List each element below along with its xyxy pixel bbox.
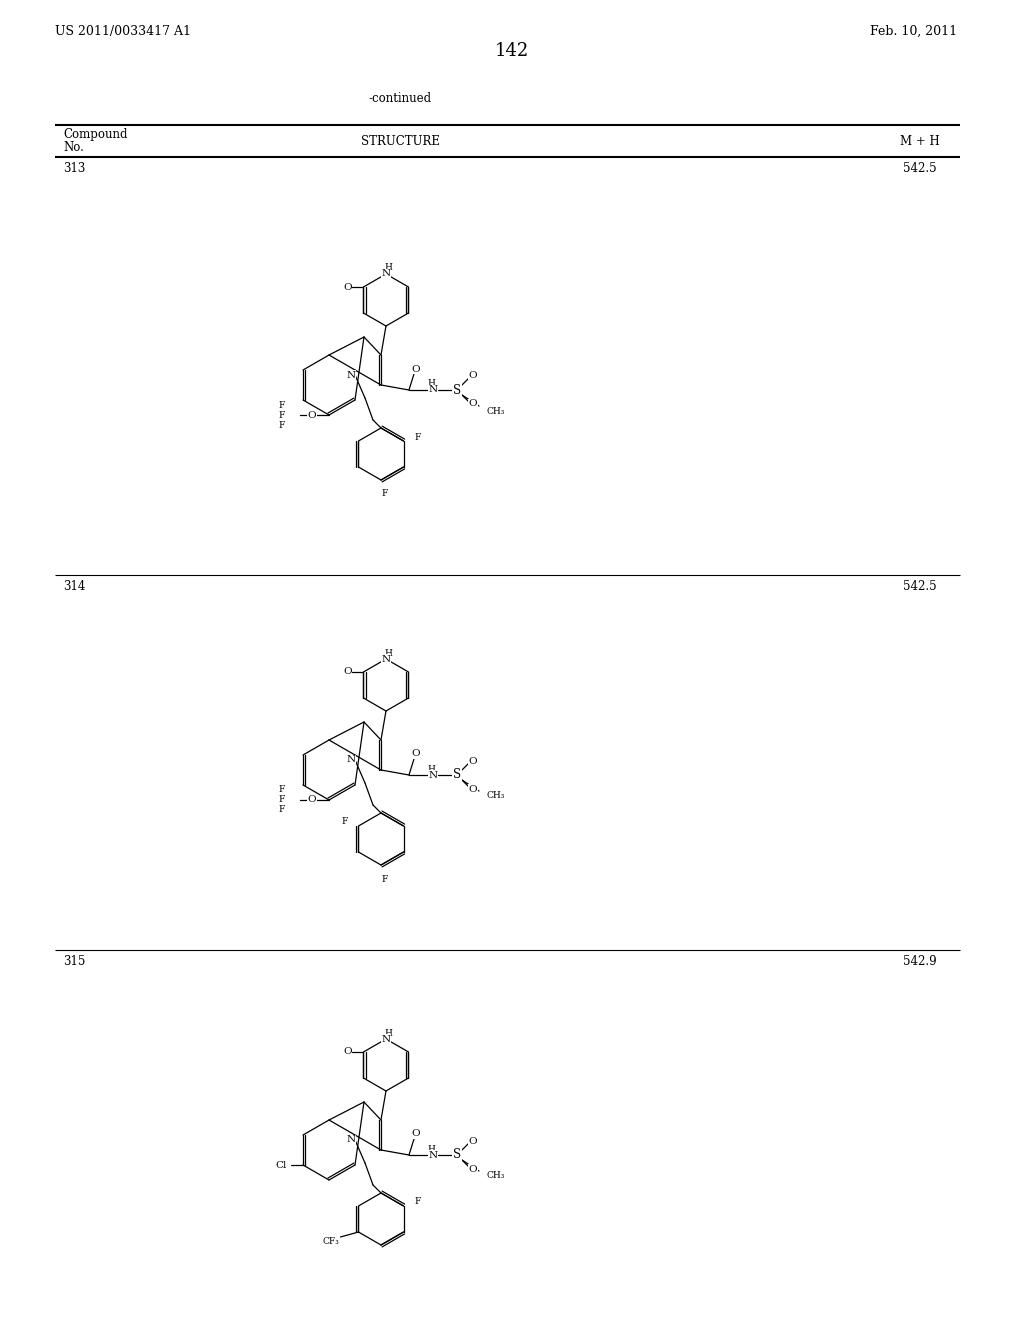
Text: O: O bbox=[469, 400, 477, 408]
Text: F: F bbox=[415, 433, 421, 441]
Text: N: N bbox=[428, 385, 437, 395]
Text: STRUCTURE: STRUCTURE bbox=[360, 135, 439, 148]
Text: 542.9: 542.9 bbox=[903, 954, 937, 968]
Text: H: H bbox=[384, 264, 392, 272]
Text: H: H bbox=[384, 1028, 392, 1038]
Text: N: N bbox=[428, 1151, 437, 1159]
Text: F: F bbox=[279, 796, 286, 804]
Text: 315: 315 bbox=[63, 954, 85, 968]
Text: H: H bbox=[384, 648, 392, 657]
Text: 314: 314 bbox=[63, 579, 85, 593]
Text: F: F bbox=[415, 1197, 421, 1206]
Text: Feb. 10, 2011: Feb. 10, 2011 bbox=[870, 25, 957, 38]
Text: H: H bbox=[427, 1144, 435, 1154]
Text: N: N bbox=[381, 655, 390, 664]
Text: Compound: Compound bbox=[63, 128, 128, 141]
Text: CH₃: CH₃ bbox=[487, 407, 506, 416]
Text: S: S bbox=[453, 384, 461, 396]
Text: 542.5: 542.5 bbox=[903, 162, 937, 176]
Text: O: O bbox=[343, 668, 352, 676]
Text: F: F bbox=[341, 817, 348, 826]
Text: N: N bbox=[346, 755, 355, 764]
Text: O: O bbox=[307, 411, 316, 420]
Text: N: N bbox=[346, 1135, 355, 1144]
Text: O: O bbox=[469, 1164, 477, 1173]
Text: O: O bbox=[469, 371, 477, 380]
Text: CH₃: CH₃ bbox=[487, 792, 506, 800]
Text: 142: 142 bbox=[495, 42, 529, 59]
Text: O: O bbox=[412, 1130, 420, 1138]
Text: N: N bbox=[428, 771, 437, 780]
Text: F: F bbox=[279, 421, 286, 429]
Text: F: F bbox=[279, 785, 286, 795]
Text: O: O bbox=[343, 1048, 352, 1056]
Text: O: O bbox=[469, 1137, 477, 1146]
Text: S: S bbox=[453, 768, 461, 781]
Text: M + H: M + H bbox=[900, 135, 940, 148]
Text: F: F bbox=[279, 805, 286, 814]
Text: O: O bbox=[469, 784, 477, 793]
Text: F: F bbox=[279, 400, 286, 409]
Text: 313: 313 bbox=[63, 162, 85, 176]
Text: F: F bbox=[279, 411, 286, 420]
Text: O: O bbox=[412, 364, 420, 374]
Text: No.: No. bbox=[63, 141, 84, 154]
Text: O: O bbox=[307, 796, 316, 804]
Text: O: O bbox=[469, 756, 477, 766]
Text: O: O bbox=[343, 282, 352, 292]
Text: 542.5: 542.5 bbox=[903, 579, 937, 593]
Text: N: N bbox=[381, 269, 390, 279]
Text: Cl: Cl bbox=[275, 1160, 287, 1170]
Text: O: O bbox=[412, 750, 420, 759]
Text: N: N bbox=[346, 371, 355, 380]
Text: H: H bbox=[427, 764, 435, 774]
Text: -continued: -continued bbox=[369, 92, 431, 106]
Text: H: H bbox=[427, 380, 435, 388]
Text: N: N bbox=[381, 1035, 390, 1044]
Text: US 2011/0033417 A1: US 2011/0033417 A1 bbox=[55, 25, 191, 38]
Text: F: F bbox=[382, 490, 388, 499]
Text: CH₃: CH₃ bbox=[487, 1172, 506, 1180]
Text: CF₃: CF₃ bbox=[322, 1238, 339, 1246]
Text: F: F bbox=[382, 874, 388, 883]
Text: S: S bbox=[453, 1148, 461, 1162]
